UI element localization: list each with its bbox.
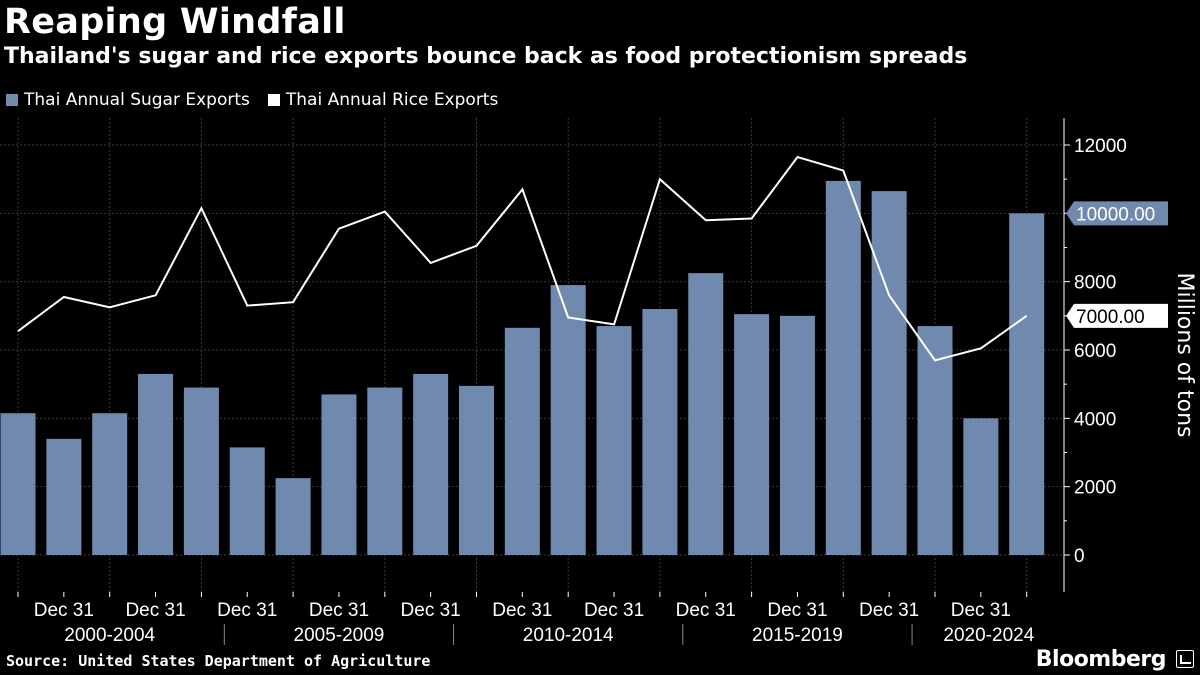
y-tick-label: 0 [1074,546,1085,567]
bar-sugar-2001 [46,438,82,555]
y-axis-label: Millions of tons [1172,273,1197,438]
chart-subtitle: Thailand's sugar and rice exports bounce… [4,44,968,69]
x-tick-label: Dec 31 [492,600,552,621]
legend-item-sugar: Thai Annual Sugar Exports [6,90,250,110]
legend-item-rice: Thai Annual Rice Exports [267,90,499,110]
source-note: Source: United States Department of Agri… [6,652,431,670]
callout-rice: 7000.00 [1066,303,1168,328]
bar-sugar-2022 [1009,213,1045,556]
bar-sugar-2009 [413,373,449,555]
legend-label-rice: Thai Annual Rice Exports [285,90,499,110]
y-tick-label: 8000 [1074,273,1116,294]
bar-sugar-2000 [0,413,36,555]
y-tick-label: 2000 [1074,478,1116,499]
legend-swatch-sugar [6,94,18,106]
bar-sugar-2021 [963,418,999,555]
chart-title: Reaping Windfall [4,2,346,42]
x-tick-label: Dec 31 [125,600,185,621]
chart-icon [1176,650,1194,668]
x-tick-label: Dec 31 [309,600,369,621]
bar-sugar-2006 [275,478,311,555]
bar-sugar-2011 [504,327,540,555]
x-tick-label: Dec 31 [951,600,1011,621]
bloomberg-logo: Bloomberg [1035,647,1167,672]
x-group-label: 2020-2024 [943,625,1034,646]
bar-sugar-2010 [459,385,494,555]
y-tick-label: 6000 [1074,341,1116,362]
bar-sugar-2014 [642,309,678,555]
y-tick-label: 4000 [1074,409,1116,430]
legend-swatch-rice [267,94,280,106]
callout-rice-box [1066,303,1168,328]
callout-sugar: 10000.00 [1066,201,1168,226]
legend-label-sugar: Thai Annual Sugar Exports [24,90,250,110]
bar-sugar-2020 [917,326,953,555]
bar-sugar-2017 [779,315,815,555]
x-group-label: 2000-2004 [64,625,155,646]
bar-sugar-2004 [183,387,219,555]
x-tick-label: Dec 31 [584,600,644,621]
x-tick-label: Dec 31 [859,600,919,621]
x-group-label: 2015-2019 [752,625,843,646]
x-tick-label: Dec 31 [767,600,827,621]
x-group-label: 2005-2009 [294,625,385,646]
y-tick-label: 12000 [1074,136,1127,157]
callout-rice-text: 7000.00 [1076,307,1145,328]
line-rice [17,155,1028,362]
bar-sugar-2003 [138,373,174,555]
bar-sugar-2019 [871,191,907,555]
callout-sugar-box [1066,201,1168,226]
x-group-label: 2010-2014 [523,625,614,646]
x-tick-label: Dec 31 [401,600,461,621]
bar-sugar-2002 [92,413,128,555]
legend: Thai Annual Sugar Exports Thai Annual Ri… [6,90,498,110]
x-tick-label: Dec 31 [676,600,736,621]
x-tick-label: Dec 31 [34,600,94,621]
bar-sugar-2005 [229,447,265,555]
bar-sugar-2016 [734,314,770,555]
bar-sugar-2008 [367,387,403,555]
bar-sugar-2013 [596,326,632,555]
bar-sugar-2007 [321,394,357,555]
bar-sugar-2018 [825,180,861,555]
callout-sugar-text: 10000.00 [1076,204,1155,225]
bar-sugar-2012 [550,285,586,555]
x-tick-label: Dec 31 [217,600,277,621]
bar-sugar-2015 [688,273,724,555]
